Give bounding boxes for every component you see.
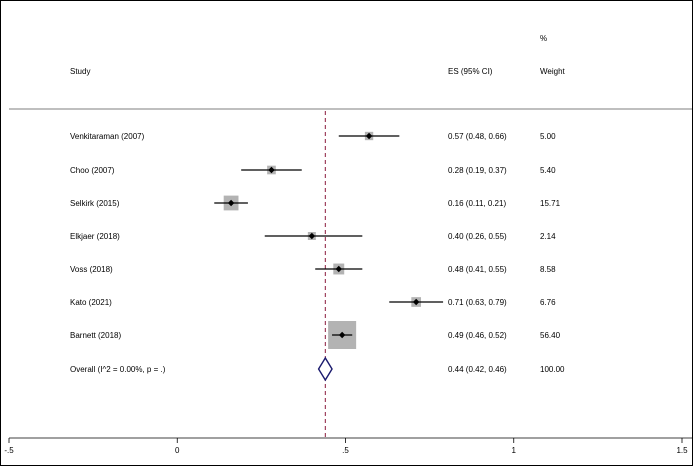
study-label: Kato (2021) (70, 298, 112, 307)
header-weight: Weight (540, 67, 566, 76)
overall-ci-text: 0.44 (0.42, 0.46) (448, 365, 507, 374)
header-es: ES (95% CI) (448, 67, 493, 76)
study-weight-text: 8.58 (540, 265, 556, 274)
study-weight-text: 5.00 (540, 132, 556, 141)
study-point-estimate (338, 331, 346, 339)
study-weight-text: 5.40 (540, 166, 556, 175)
header-weight-percent: % (540, 34, 547, 43)
study-label: Voss (2018) (70, 265, 113, 274)
x-tick-label: 0 (175, 446, 180, 455)
study-ci-text: 0.71 (0.63, 0.79) (448, 298, 507, 307)
overall-weight-text: 100.00 (540, 365, 565, 374)
study-ci-text: 0.40 (0.26, 0.55) (448, 232, 507, 241)
overall-diamond (317, 356, 333, 382)
x-tick-label: 1 (512, 446, 517, 455)
study-label: Venkitaraman (2007) (70, 132, 145, 141)
study-weight-text: 2.14 (540, 232, 556, 241)
header-study: Study (70, 67, 90, 76)
study-ci-text: 0.57 (0.48, 0.66) (448, 132, 507, 141)
overall-label: Overall (I^2 = 0.00%, p = .) (70, 365, 166, 374)
study-ci-text: 0.49 (0.46, 0.52) (448, 331, 507, 340)
x-tick-label: .5 (342, 446, 349, 455)
study-point-estimate (268, 166, 275, 174)
study-ci-text: 0.48 (0.41, 0.55) (448, 265, 507, 274)
study-point-estimate (227, 199, 235, 207)
study-point-estimate (412, 298, 420, 306)
study-weight-text: 56.40 (540, 331, 561, 340)
study-weight-text: 6.76 (540, 298, 556, 307)
study-point-estimate (365, 132, 373, 140)
study-point-estimate (308, 232, 316, 240)
study-label: Choo (2007) (70, 166, 115, 175)
study-ci-text: 0.28 (0.19, 0.37) (448, 166, 507, 175)
x-tick-label: 1.5 (676, 446, 688, 455)
plot-layer: Venkitaraman (2007) 0.57 (0.48, 0.66) 5.00… (4, 111, 692, 455)
study-ci-text: 0.16 (0.11, 0.21) (448, 199, 506, 208)
study-label: Selkirk (2015) (70, 199, 120, 208)
study-weight-text: 15.71 (540, 199, 561, 208)
x-tick-label: -.5 (4, 446, 14, 455)
study-point-estimate (335, 265, 342, 273)
study-label: Elkjaer (2018) (70, 232, 120, 241)
study-label: Barnett (2018) (70, 331, 121, 340)
